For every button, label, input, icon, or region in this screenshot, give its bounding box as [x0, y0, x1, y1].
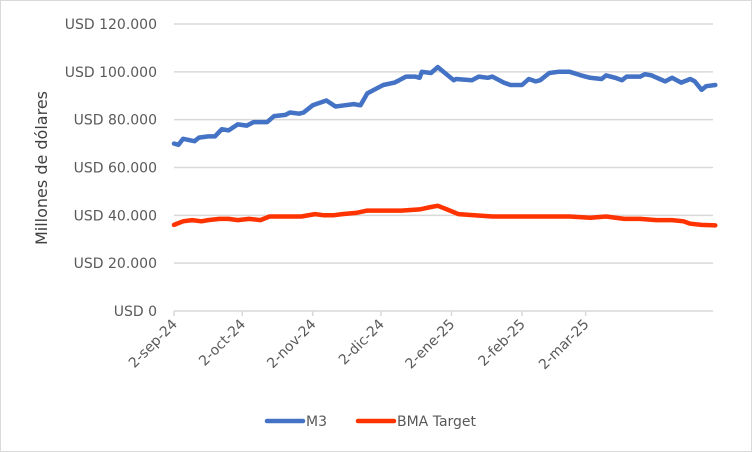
x-tick-label: 2-sep-24 [126, 316, 181, 371]
y-axis-label: Millones de dólares [32, 91, 51, 245]
y-tick-label: USD 100.000 [65, 65, 157, 81]
x-tick-label: 2-feb-25 [476, 317, 529, 370]
y-tick-label: USD 20.000 [74, 256, 157, 272]
y-tick-label: USD 80.000 [74, 113, 157, 129]
legend-item: M3 [264, 414, 327, 430]
legend-item: BMA Target [355, 414, 477, 430]
x-tick-label: 2-mar-25 [536, 317, 593, 374]
x-tick-label: 2-ene-25 [402, 317, 458, 373]
x-tick-label: 2-dic-24 [336, 316, 388, 368]
series-line-m3 [171, 64, 718, 148]
y-tick-label: USD 0 [114, 304, 157, 320]
x-tick-label: 2-nov-24 [264, 316, 319, 371]
legend-label: BMA Target [397, 414, 477, 430]
series-line-bma-target [171, 203, 718, 228]
y-tick-label: USD 40.000 [74, 208, 157, 224]
y-tick-label: USD 60.000 [74, 161, 157, 177]
y-tick-label: USD 120.000 [65, 17, 157, 33]
x-tick-label: 2-oct-24 [196, 316, 249, 369]
legend-label: M3 [306, 414, 327, 430]
